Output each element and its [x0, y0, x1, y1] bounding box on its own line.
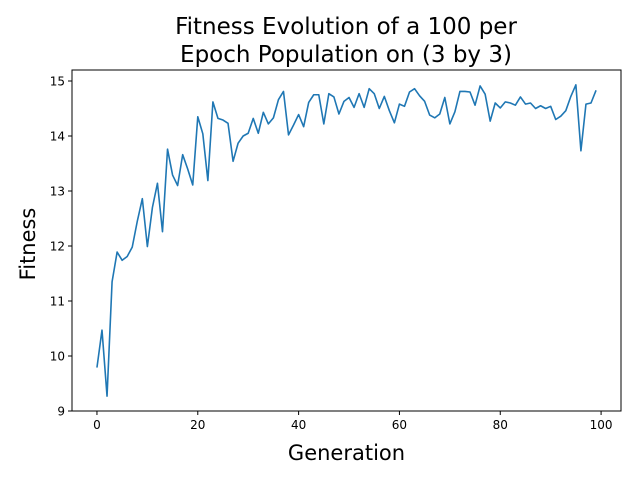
chart-title-line-1: Fitness Evolution of a 100 per [175, 14, 517, 40]
series-layer [96, 84, 597, 397]
y-tick-label: 10 [50, 350, 65, 364]
y-tick-label: 12 [50, 240, 65, 254]
y-axis-label: Fitness [16, 208, 40, 281]
x-axis-ticks: 0 20 40 60 80 100 [93, 411, 613, 432]
y-tick-label: 11 [50, 295, 65, 309]
plot-frame [71, 69, 622, 412]
x-tick-label: 100 [590, 418, 613, 432]
y-tick-label: 13 [50, 185, 65, 199]
x-tick-label: 0 [93, 418, 101, 432]
y-axis-ticks: 9 10 11 12 13 14 15 [50, 75, 72, 419]
chart-title-line-2: Epoch Population on (3 by 3) [180, 42, 512, 68]
x-tick-label: 60 [392, 418, 407, 432]
x-tick-label: 80 [493, 418, 508, 432]
x-tick-label: 40 [291, 418, 306, 432]
fitness-series-line [96, 84, 597, 397]
y-tick-label: 14 [50, 130, 65, 144]
x-axis-label: Generation [288, 441, 405, 465]
x-tick-label: 20 [190, 418, 205, 432]
y-tick-label: 9 [57, 405, 65, 419]
y-tick-label: 15 [50, 75, 65, 89]
